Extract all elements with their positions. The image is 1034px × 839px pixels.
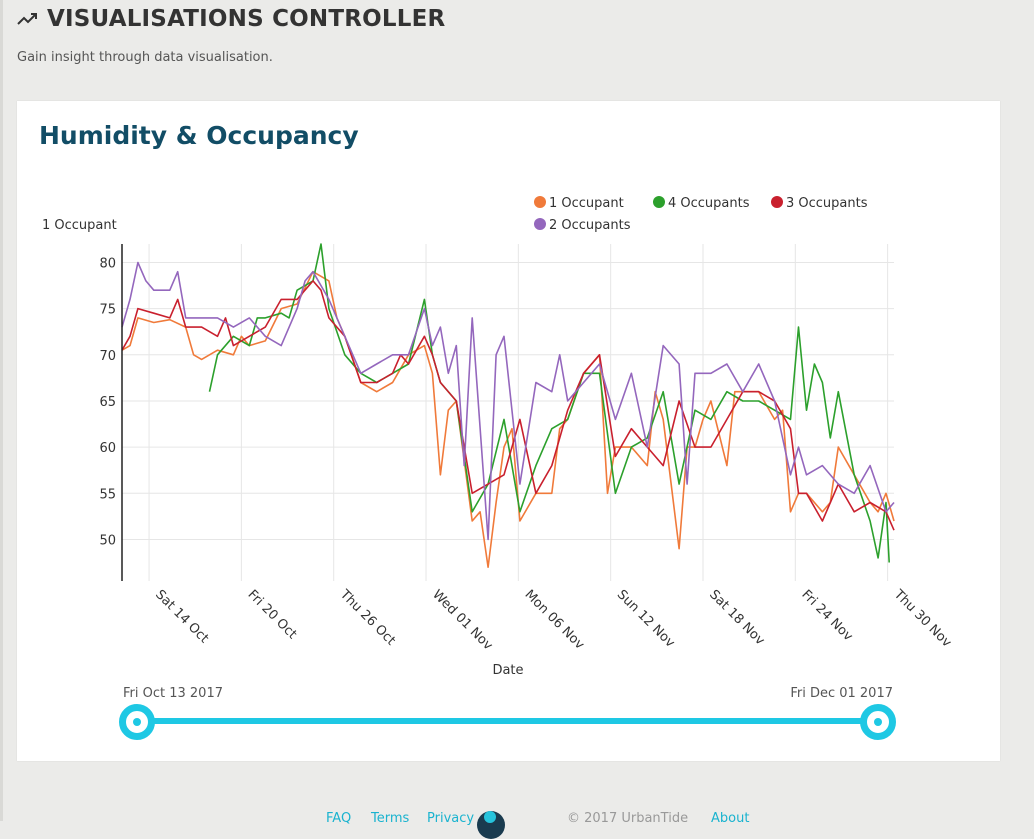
page-subtitle: Gain insight through data visualisation.	[17, 50, 273, 65]
slider-start-handle[interactable]	[119, 704, 155, 740]
urbantide-logo	[477, 811, 505, 839]
terms-link[interactable]: Terms	[371, 811, 410, 826]
series-line-4-occupants	[208, 243, 890, 563]
left-edge-rule	[0, 0, 3, 821]
chart-card: Humidity & Occupancy 50 55 60 65 70 75 80 Sat 1…	[17, 101, 1000, 761]
trending-up-icon	[17, 13, 37, 25]
legend-swatch	[771, 196, 783, 208]
y-tick-label: 65	[99, 395, 116, 410]
series-lines	[121, 243, 895, 569]
y-tick-label: 75	[99, 303, 116, 318]
legend-swatch	[653, 196, 665, 208]
slider-end-handle[interactable]	[860, 704, 896, 740]
legend-label: 2 Occupants	[549, 218, 631, 233]
x-tick-label: Wed 01 Nov	[429, 587, 495, 653]
x-tick-label: Fri 20 Oct	[245, 587, 300, 642]
legend-item[interactable]: 1 Occupant	[534, 196, 624, 211]
series-line-3-occupants	[121, 280, 895, 531]
slider-end-date: Fri Dec 01 2017	[790, 686, 893, 701]
legend[interactable]: 1 Occupant 4 Occupants 3 Occupants 2 Occupa…	[534, 196, 868, 233]
legend-label: 3 Occupants	[786, 196, 868, 211]
legend-item[interactable]: 2 Occupants	[534, 218, 631, 233]
date-range-slider-track[interactable]	[138, 718, 894, 724]
x-tick-label: Thu 26 Oct	[336, 587, 398, 649]
humidity-occupancy-chart: 50 55 60 65 70 75 80 Sat 14 Oct Fri 20 Oct Thu 26…	[42, 196, 954, 678]
x-tick-label: Sun 12 Nov	[614, 587, 678, 651]
y-tick-label: 60	[99, 441, 116, 456]
page-header: VISUALISATIONS CONTROLLER	[17, 6, 445, 32]
privacy-link[interactable]: Privacy	[427, 811, 475, 826]
y-tick-label: 70	[99, 349, 116, 364]
series-line-2-occupants	[121, 261, 895, 541]
legend-item[interactable]: 4 Occupants	[653, 196, 750, 211]
page-title: VISUALISATIONS CONTROLLER	[47, 6, 446, 32]
legend-swatch	[534, 196, 546, 208]
x-tick-label: Thu 30 Nov	[890, 587, 954, 651]
y-tick-label: 50	[99, 533, 116, 548]
legend-item[interactable]: 3 Occupants	[771, 196, 868, 211]
y-tick-label: 80	[99, 256, 116, 271]
legend-label: 1 Occupant	[549, 196, 624, 211]
faq-link[interactable]: FAQ	[326, 811, 352, 826]
card-title: Humidity & Occupancy	[39, 121, 359, 150]
x-tick-label: Sat 14 Oct	[152, 587, 211, 646]
x-tick-label: Fri 24 Nov	[798, 587, 855, 644]
copyright-text: © 2017 UrbanTide	[567, 811, 689, 826]
legend-swatch	[534, 218, 546, 230]
y-axis-label: 1 Occupant	[42, 218, 117, 233]
y-tick-label: 55	[99, 487, 116, 502]
x-axis-label: Date	[492, 663, 523, 678]
x-tick-label: Sat 18 Nov	[706, 587, 767, 648]
slider-start-date: Fri Oct 13 2017	[123, 686, 223, 701]
about-link[interactable]: About	[711, 811, 750, 826]
x-tick-label: Mon 06 Nov	[522, 587, 588, 653]
legend-label: 4 Occupants	[668, 196, 750, 211]
